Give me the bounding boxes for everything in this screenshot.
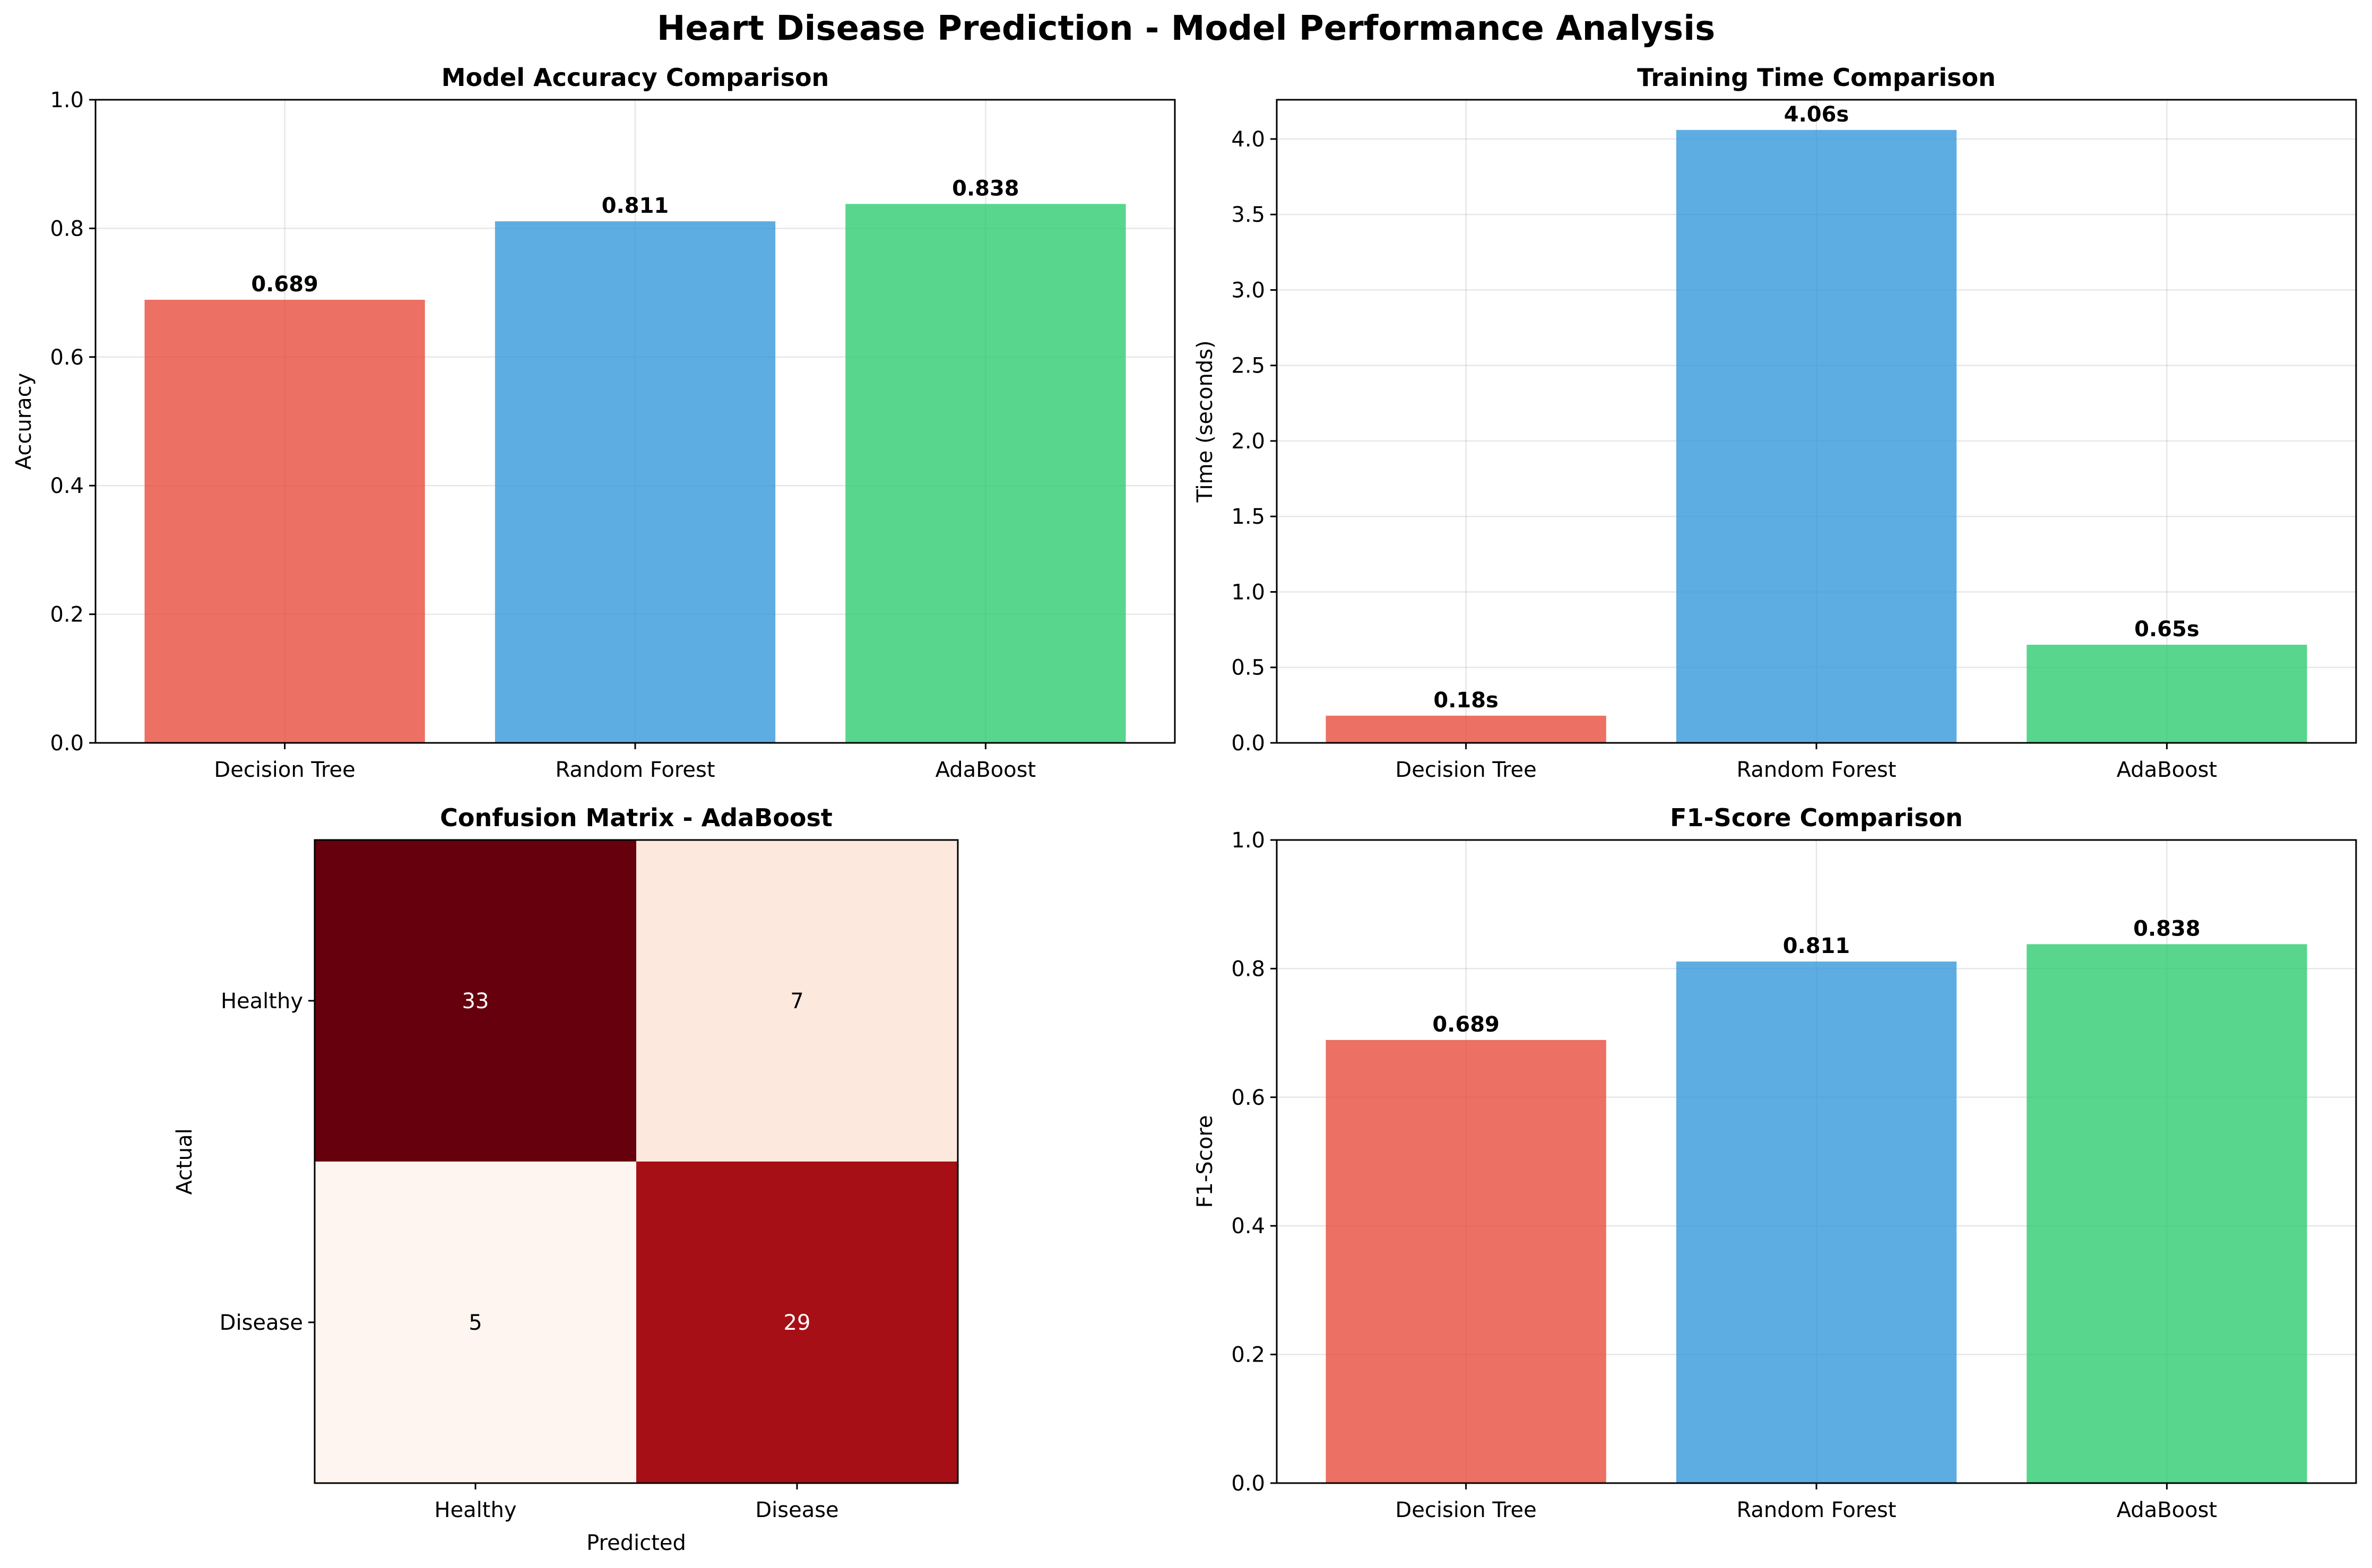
x-tick-label: Random Forest — [555, 758, 715, 782]
bar-value-label: 4.06s — [1784, 102, 1849, 127]
cell-value-label: 7 — [790, 989, 803, 1013]
bar-value-label: 0.689 — [1432, 1012, 1500, 1037]
y-tick-label: 1.0 — [1231, 580, 1265, 604]
y-tick-label: 1.5 — [1231, 505, 1265, 529]
y-axis-label: Actual — [172, 1128, 197, 1194]
y-axis-label: F1-Score — [1193, 1115, 1217, 1208]
chart-title: Training Time Comparison — [1637, 63, 1996, 92]
f1-score-chart-panel: F1-Score Comparison 0.689 0.811 0.838 0.0 0.2… — [1193, 803, 2357, 1522]
bar-value-label: 0.65s — [2134, 617, 2200, 642]
chart-title: F1-Score Comparison — [1670, 803, 1963, 832]
bar-value-label: 0.18s — [1433, 688, 1499, 713]
heatmap-cell — [315, 1162, 637, 1484]
y-tick-label: 1.0 — [50, 88, 84, 112]
y-tick-label: 0.8 — [50, 216, 84, 241]
chart-title: Confusion Matrix - AdaBoost — [440, 803, 833, 832]
bar — [144, 299, 425, 743]
bar — [1676, 129, 1957, 743]
y-tick-label: 0.0 — [1231, 731, 1265, 756]
bar — [845, 204, 1126, 743]
y-tick-label: 0.4 — [1231, 1214, 1265, 1238]
heatmap-cell — [636, 840, 958, 1162]
y-tick-label: 3.0 — [1231, 278, 1265, 302]
x-tick-label: AdaBoost — [2117, 758, 2217, 782]
y-tick-label: Healthy — [221, 989, 303, 1013]
x-tick-label: Decision Tree — [214, 758, 355, 782]
y-tick-label: 2.0 — [1231, 429, 1265, 454]
heatmap-cell — [636, 1162, 958, 1484]
bar — [2027, 944, 2307, 1483]
x-tick-label: Disease — [755, 1498, 838, 1522]
y-tick-label: 0.6 — [50, 345, 84, 370]
bar — [1326, 715, 1606, 743]
y-tick-label: 4.0 — [1231, 127, 1265, 152]
y-tick-label: Disease — [220, 1311, 303, 1335]
x-tick-label: Decision Tree — [1395, 1498, 1536, 1522]
y-tick-label: 0.4 — [50, 474, 84, 498]
x-tick-label: Random Forest — [1736, 758, 1896, 782]
x-tick-label: Decision Tree — [1395, 758, 1536, 782]
chart-title: Model Accuracy Comparison — [441, 63, 829, 92]
cell-value-label: 5 — [469, 1311, 482, 1335]
bar-value-label: 0.811 — [1783, 934, 1850, 958]
bar-value-label: 0.838 — [2133, 916, 2201, 941]
y-tick-label: 2.5 — [1231, 354, 1265, 378]
bar — [1676, 961, 1957, 1483]
y-tick-label: 0.2 — [1231, 1343, 1265, 1367]
heatmap-cell — [315, 840, 637, 1162]
cell-value-label: 33 — [462, 989, 489, 1013]
figure-title: Heart Disease Prediction - Model Perform… — [657, 9, 1715, 48]
training-time-chart-panel: Training Time Comparison 0.18s 4.06s 0.65s 0… — [1193, 63, 2357, 782]
bar-value-label: 0.689 — [251, 272, 318, 297]
x-tick-label: Random Forest — [1736, 1498, 1896, 1522]
y-tick-label: 3.5 — [1231, 203, 1265, 227]
y-axis-label: Time (seconds) — [1193, 340, 1217, 503]
bar-value-label: 0.838 — [952, 176, 1019, 201]
x-tick-label: AdaBoost — [2117, 1498, 2217, 1522]
axes-frame — [314, 839, 959, 1484]
y-tick-label: 1.0 — [1231, 828, 1265, 853]
y-tick-label: 0.6 — [1231, 1086, 1265, 1110]
y-tick-label: 0.5 — [1231, 656, 1265, 680]
y-tick-label: 0.8 — [1231, 957, 1265, 981]
confusion-matrix-panel: Confusion Matrix - AdaBoost 33 7 5 29 Healthy… — [172, 803, 959, 1555]
bar-value-label: 0.811 — [602, 194, 669, 218]
x-tick-label: Healthy — [434, 1498, 516, 1522]
y-tick-label: 0.2 — [50, 603, 84, 627]
accuracy-chart-panel: Model Accuracy Comparison 0.689 0.811 0.838… — [12, 63, 1176, 782]
cell-value-label: 29 — [784, 1311, 811, 1335]
bar — [2027, 645, 2307, 743]
y-tick-label: 0.0 — [1231, 1471, 1265, 1496]
y-axis-label: Accuracy — [12, 373, 36, 470]
x-tick-label: AdaBoost — [936, 758, 1036, 782]
bar — [495, 221, 776, 743]
x-axis-label: Predicted — [586, 1531, 686, 1555]
bar — [1326, 1039, 1606, 1483]
y-tick-label: 0.0 — [50, 731, 84, 756]
